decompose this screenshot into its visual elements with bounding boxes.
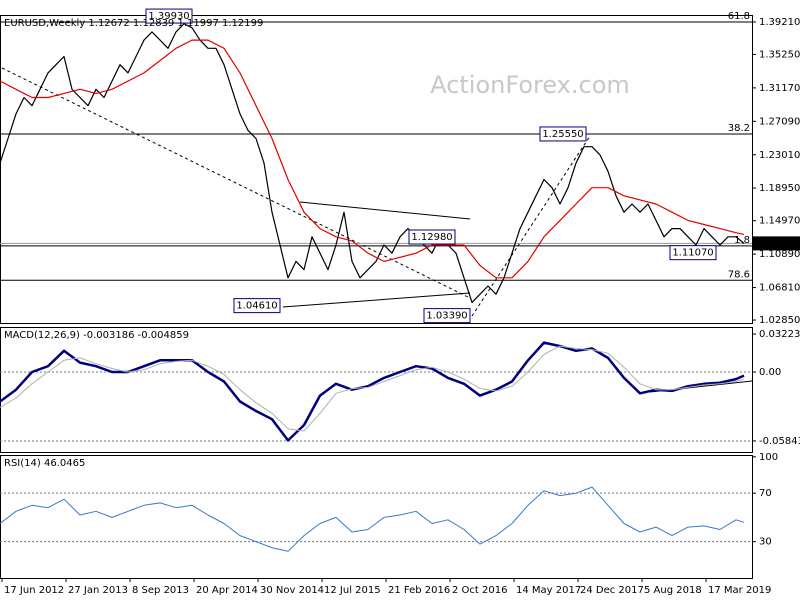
last-price-box bbox=[753, 236, 800, 251]
y-tick-label: 70 bbox=[759, 488, 772, 499]
y-tick-label: 1.39210 bbox=[759, 17, 800, 28]
x-tick-label: 30 Nov 2014 bbox=[260, 585, 324, 596]
x-tick-label: 12 Jul 2015 bbox=[324, 585, 381, 596]
y-tick-label: 1.06810 bbox=[759, 283, 800, 294]
price-tag bbox=[408, 229, 456, 245]
series-line bbox=[0, 345, 745, 432]
x-tick-label: 8 Sep 2013 bbox=[132, 585, 189, 596]
price-tag bbox=[539, 126, 587, 142]
fib-label: 78.6 bbox=[728, 269, 750, 280]
last-price-label: 1.12199 bbox=[757, 238, 798, 249]
trendline bbox=[299, 201, 471, 220]
y-tick-label: -0.058434 bbox=[759, 436, 800, 447]
series-line bbox=[0, 39, 745, 279]
y-tick-label: 100 bbox=[759, 452, 778, 463]
price-tag-label: 1.12980 bbox=[411, 232, 452, 243]
price-tag-label: 1.03390 bbox=[426, 311, 467, 322]
y-tick-label: 1.14970 bbox=[759, 216, 800, 227]
price-tag bbox=[233, 298, 281, 314]
y-tick-label: 1.18950 bbox=[759, 183, 800, 194]
fib-label: 61.8 bbox=[728, 11, 750, 22]
panel-frame bbox=[0, 455, 753, 579]
x-tick-label: 24 Dec 2017 bbox=[580, 585, 644, 596]
y-tick-label: 1.02850 bbox=[759, 315, 800, 326]
x-tick-label: 27 Jan 2013 bbox=[68, 585, 128, 596]
series-line bbox=[0, 23, 745, 303]
x-tick-label: 21 Feb 2016 bbox=[388, 585, 450, 596]
x-tick-label: 17 Jun 2012 bbox=[4, 585, 64, 596]
y-tick-label: 1.23010 bbox=[759, 150, 800, 161]
panel-frame bbox=[0, 327, 753, 453]
y-tick-label: 0.032235 bbox=[759, 329, 800, 340]
fib-label: 1.8 bbox=[734, 235, 750, 246]
panel-title: RSI(14) 46.0465 bbox=[4, 458, 85, 469]
y-tick-label: 1.35250 bbox=[759, 49, 800, 60]
price-tag bbox=[669, 245, 717, 261]
series-line bbox=[0, 486, 745, 552]
price-tag-label: 1.11070 bbox=[672, 248, 713, 259]
watermark: ActionForex.com bbox=[430, 71, 630, 99]
panel-frame bbox=[0, 15, 753, 324]
price-tag-label: 1.25550 bbox=[542, 129, 583, 140]
series-line bbox=[0, 341, 745, 442]
y-tick-label: 1.10890 bbox=[759, 249, 800, 260]
y-tick-label: 1.31170 bbox=[759, 83, 800, 94]
price-tag-label: 1.39930 bbox=[148, 11, 189, 22]
price-tag-label: 1.04610 bbox=[236, 301, 277, 312]
trendline bbox=[282, 292, 471, 308]
x-tick-label: 5 Aug 2018 bbox=[644, 585, 702, 596]
panel-title: EURUSD,Weekly 1.12672 1.12839 1.11997 1.… bbox=[4, 18, 263, 29]
fib-label: 38.2 bbox=[728, 123, 750, 134]
y-tick-label: 30 bbox=[759, 537, 772, 548]
x-tick-label: 14 May 2017 bbox=[516, 585, 581, 596]
x-tick-label: 2 Oct 2016 bbox=[452, 585, 507, 596]
x-tick-label: 17 Mar 2019 bbox=[708, 585, 771, 596]
y-tick-label: 0.00 bbox=[759, 367, 781, 378]
y-tick-label: 1.27090 bbox=[759, 116, 800, 127]
price-tag bbox=[423, 308, 471, 324]
panel-title: MACD(12,26,9) -0.003186 -0.004859 bbox=[4, 330, 189, 341]
x-tick-label: 20 Apr 2014 bbox=[196, 585, 258, 596]
price-tag bbox=[145, 8, 193, 24]
